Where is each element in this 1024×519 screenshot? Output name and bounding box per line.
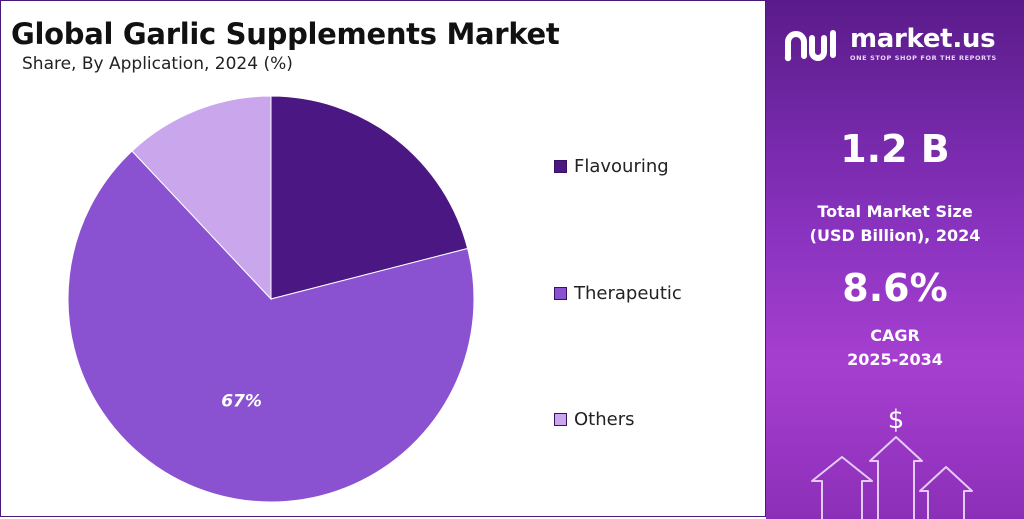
chart-title: Global Garlic Supplements Market [11,17,560,51]
legend-item-therapeutic: Therapeutic [554,283,682,304]
pie-slice-flavouring [270,95,469,300]
cagr-value: 8.6% [842,266,948,310]
logo-text: market.us [850,24,996,54]
pie-chart: 67% [67,95,475,503]
legend-item-others: Others [554,409,635,430]
legend-swatch-therapeutic [554,287,567,300]
data-label-therapeutic: 67% [221,391,262,411]
legend-item-flavouring: Flavouring [554,156,669,177]
pie-slice-therapeutic [67,150,475,503]
legend-label-flavouring: Flavouring [574,156,669,177]
growth-arrows-icon: $ [811,405,973,519]
pie-slice-others [131,95,272,301]
stats-sidebar: market.us ONE STOP SHOP FOR THE REPORTS … [766,0,1024,519]
chart-subtitle: Share, By Application, 2024 (%) [22,54,293,74]
legend-swatch-others [554,413,567,426]
market-size-value: 1.2 B [840,127,950,171]
cagr-label-line2: 2025-2034 [847,350,943,369]
cagr-label-line1: CAGR [870,326,920,345]
market-size-label-line2: (USD Billion), 2024 [809,226,981,245]
brand-logo[interactable]: market.us ONE STOP SHOP FOR THE REPORTS [784,26,997,62]
logo-mark-icon [784,30,836,62]
legend-label-others: Others [574,409,635,430]
chart-panel: Global Garlic Supplements Market Share, … [0,0,766,517]
market-size-label-line1: Total Market Size [817,202,973,221]
legend-label-therapeutic: Therapeutic [574,283,682,304]
legend-swatch-flavouring [554,160,567,173]
logo-tagline: ONE STOP SHOP FOR THE REPORTS [850,54,997,62]
dollar-sign-icon: $ [888,405,905,435]
